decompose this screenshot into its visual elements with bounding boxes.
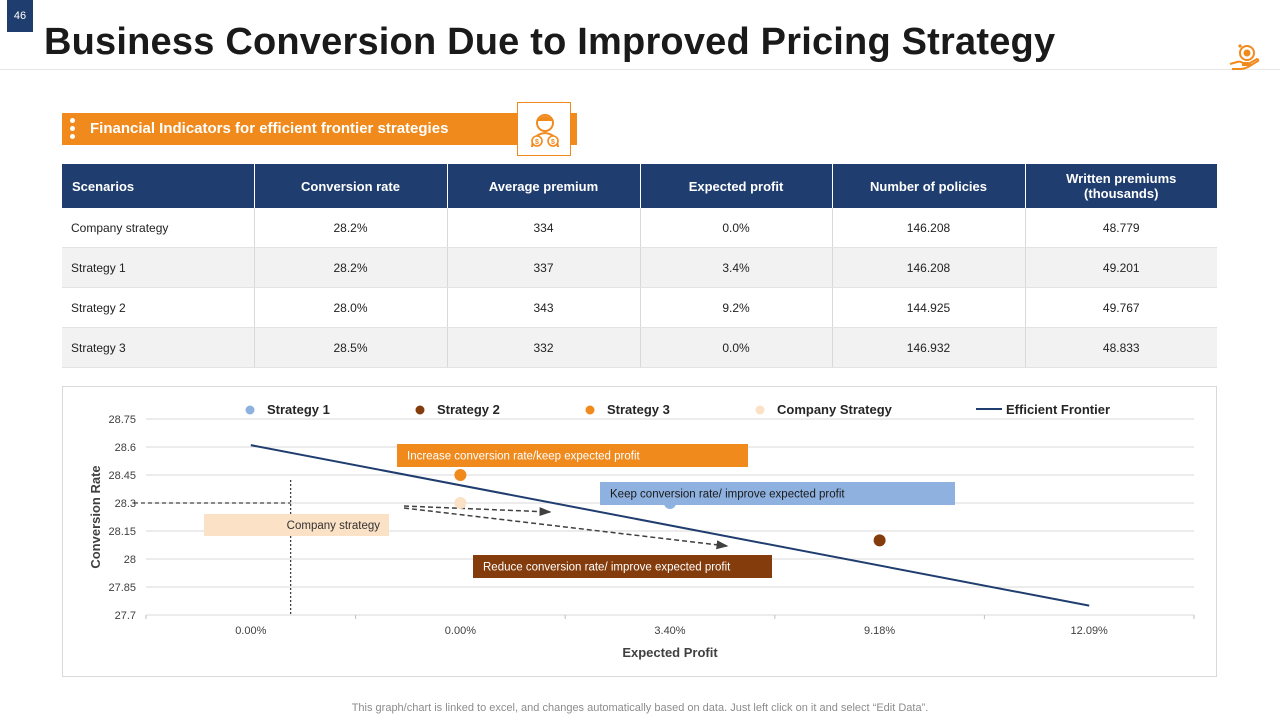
table-row: Company strategy 28.2% 334 0.0% 146.208 … (62, 208, 1217, 248)
y-tick-label: 28.15 (108, 526, 136, 538)
legend-label: Strategy 3 (607, 402, 670, 417)
header-scenarios: Scenarios (62, 164, 255, 208)
hand-coin-icon (1229, 44, 1260, 70)
x-tick-label: 0.00% (445, 625, 476, 637)
table-row: Strategy 2 28.0% 343 9.2% 144.925 49.767 (62, 287, 1217, 328)
x-tick-label: 12.09% (1071, 625, 1109, 637)
legend-marker (585, 405, 595, 415)
annotation-label: Company strategy (287, 520, 381, 532)
header-conversion-rate: Conversion rate (254, 164, 448, 208)
table-cell: 0.0% (640, 208, 833, 248)
table-cell: 343 (447, 287, 641, 328)
legend-label: Strategy 2 (437, 402, 500, 417)
arrow-keep-profit (403, 505, 552, 517)
arrow-improve-profit (403, 507, 729, 550)
header-average-premium: Average premium (447, 164, 641, 208)
legend-marker (415, 405, 425, 415)
table-cell: 337 (447, 247, 641, 288)
annotation-label: Reduce conversion rate/ improve expected… (483, 562, 731, 574)
strategy-2-point (873, 534, 886, 547)
strategy-1-point (664, 497, 676, 509)
y-tick-label: 28.6 (115, 442, 136, 454)
y-tick-label: 28.75 (108, 414, 136, 426)
legend-marker (755, 405, 765, 415)
x-axis-title: Expected Profit (622, 645, 718, 660)
table-cell: 28.5% (254, 327, 448, 368)
svg-text:$: $ (535, 139, 539, 146)
x-tick-label: 0.00% (235, 625, 266, 637)
svg-text:$: $ (551, 139, 555, 146)
banner-dots-icon (70, 118, 76, 142)
table-cell: 28.2% (254, 208, 448, 248)
table-cell: 334 (447, 208, 641, 248)
table-header-row: Scenarios Conversion rate Average premiu… (62, 164, 1217, 208)
table-cell: 49.201 (1025, 247, 1217, 288)
annotation-label: Keep conversion rate/ improve expected p… (610, 489, 845, 501)
table-cell: 146.932 (832, 327, 1026, 368)
header-expected-profit: Expected profit (640, 164, 833, 208)
strategy-3-point (454, 469, 467, 481)
page-title: Business Conversion Due to Improved Pric… (44, 21, 1056, 63)
table-cell: Strategy 1 (62, 247, 255, 288)
annotation-box (600, 482, 955, 505)
title-divider (0, 69, 1280, 70)
finance-person-icon: $ $ (517, 102, 571, 156)
y-axis-title: Conversion Rate (88, 465, 103, 568)
table-cell: Strategy 3 (62, 327, 255, 368)
chart-frame (62, 386, 1217, 677)
legend-label: Company Strategy (777, 402, 893, 417)
y-tick-label: 28 (124, 554, 136, 566)
table-row: Strategy 3 28.5% 332 0.0% 146.932 48.833 (62, 327, 1217, 368)
header-written-premiums: Written premiums (thousands) (1025, 164, 1217, 208)
annotation-box (204, 514, 389, 536)
financial-indicators-table: Scenarios Conversion rate Average premiu… (62, 164, 1217, 368)
y-tick-label: 28.45 (108, 470, 136, 482)
footnote: This graph/chart is linked to excel, and… (351, 702, 929, 714)
table-cell: 3.4% (640, 247, 833, 288)
x-tick-label: 3.40% (654, 625, 685, 637)
legend-label: Efficient Frontier (1006, 402, 1110, 417)
table-cell: Strategy 2 (62, 287, 255, 328)
y-tick-label: 28.3 (115, 498, 136, 510)
efficient-frontier-line (250, 444, 1090, 607)
efficient-frontier-chart: 28.75 28.6 28.45 28.3 28.15 28 27.85 27.7 0.00% 0… (88, 402, 1195, 660)
banner-title: Financial Indicators for efficient front… (90, 120, 449, 137)
table-cell: 48.779 (1025, 208, 1217, 248)
x-tick-label: 9.18% (864, 625, 895, 637)
table-cell: 49.767 (1025, 287, 1217, 328)
table-cell: 146.208 (832, 208, 1026, 248)
legend-marker (245, 405, 255, 415)
table-cell: Company strategy (62, 208, 255, 248)
table-cell: 146.208 (832, 247, 1026, 288)
header-number-of-policies: Number of policies (832, 164, 1026, 208)
table-cell: 0.0% (640, 327, 833, 368)
y-tick-label: 27.85 (108, 582, 136, 594)
table-row: Strategy 1 28.2% 337 3.4% 146.208 49.201 (62, 247, 1217, 288)
section-banner: Financial Indicators for efficient front… (62, 113, 577, 145)
annotation-label: Increase conversion rate/keep expected p… (407, 451, 640, 463)
table-cell: 9.2% (640, 287, 833, 328)
table-cell: 28.0% (254, 287, 448, 328)
table-cell: 144.925 (832, 287, 1026, 328)
annotation-box (397, 444, 748, 467)
company-strategy-point (454, 497, 467, 509)
table-cell: 332 (447, 327, 641, 368)
annotation-box (473, 555, 772, 578)
table-cell: 48.833 (1025, 327, 1217, 368)
legend-label: Strategy 1 (267, 402, 330, 417)
slide-number: 46 (7, 0, 33, 32)
table-cell: 28.2% (254, 247, 448, 288)
y-tick-label: 27.7 (115, 610, 136, 622)
